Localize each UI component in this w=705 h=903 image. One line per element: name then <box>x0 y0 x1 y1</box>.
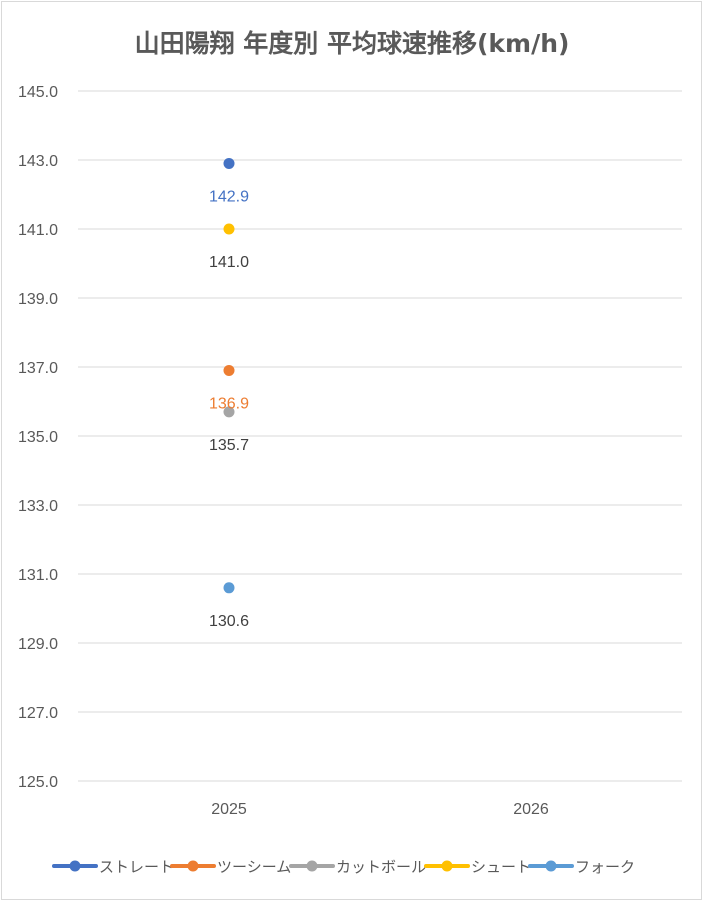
y-tick-label: 133.0 <box>18 498 58 515</box>
data-point <box>223 364 235 376</box>
y-tick-label: 145.0 <box>18 84 58 101</box>
y-tick-label: 141.0 <box>18 222 58 239</box>
data-label: 135.7 <box>209 437 249 454</box>
y-tick-label: 129.0 <box>18 636 58 653</box>
legend-label: フォーク <box>575 858 635 876</box>
data-point <box>223 157 235 169</box>
legend-swatch-marker <box>69 860 81 872</box>
data-point <box>223 582 235 594</box>
legend-label: シュート <box>471 858 531 876</box>
legend-swatch-marker <box>187 860 199 872</box>
data-label: 136.9 <box>209 395 249 412</box>
chart-title: 山田陽翔 年度別 平均球速推移(km/h) <box>135 29 570 58</box>
y-tick-label: 131.0 <box>18 567 58 584</box>
legend-swatch-marker <box>545 860 557 872</box>
y-tick-label: 143.0 <box>18 153 58 170</box>
x-tick-label: 2025 <box>211 801 247 818</box>
y-tick-label: 139.0 <box>18 291 58 308</box>
y-tick-label: 137.0 <box>18 360 58 377</box>
data-label: 142.9 <box>209 188 249 205</box>
legend-swatch-marker <box>306 860 318 872</box>
x-tick-label: 2026 <box>513 801 549 818</box>
data-label: 130.6 <box>209 613 249 630</box>
data-point <box>223 223 235 235</box>
data-point <box>223 406 235 418</box>
y-tick-label: 135.0 <box>18 429 58 446</box>
y-tick-label: 125.0 <box>18 774 58 791</box>
legend-label: ツーシーム <box>217 858 291 876</box>
data-label: 141.0 <box>209 254 249 271</box>
legend-label: カットボール <box>336 858 426 876</box>
y-tick-label: 127.0 <box>18 705 58 722</box>
legend-swatch-marker <box>441 860 453 872</box>
legend-label: ストレート <box>99 858 174 876</box>
